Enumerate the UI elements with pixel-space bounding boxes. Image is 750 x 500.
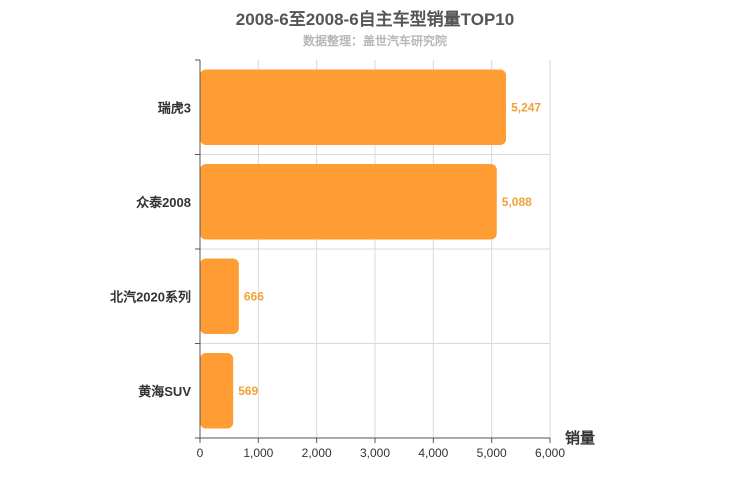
bar	[200, 352, 234, 429]
y-tick-label: 北汽2020系列	[110, 289, 191, 304]
x-axis-label: 销量	[565, 429, 595, 447]
y-tick-label: 黄海SUV	[138, 384, 191, 399]
x-tick-label: 0	[197, 446, 204, 460]
x-tick-label: 5,000	[477, 446, 507, 460]
y-tick-label: 众泰2008	[136, 195, 191, 210]
bar	[200, 163, 497, 240]
bars: 5,247 5,088 666 569	[200, 69, 541, 429]
data-label: 569	[238, 384, 258, 398]
data-label: 5,088	[502, 195, 532, 209]
x-tick-label: 4,000	[418, 446, 448, 460]
y-tick-label: 瑞虎3	[158, 100, 191, 115]
axes: 0 1,000 2,000 3,000 4,000 5,000 6,000 瑞虎3 众泰2008…	[110, 59, 565, 460]
x-tick-label: 2,000	[302, 446, 332, 460]
data-label: 666	[244, 289, 264, 303]
x-tick-label: 3,000	[360, 446, 390, 460]
data-label: 5,247	[511, 100, 541, 114]
x-tick-label: 1,000	[243, 446, 273, 460]
chart-title: 2008-6至2008-6自主车型销量TOP10	[235, 10, 515, 29]
x-tick-label: 6,000	[535, 446, 565, 460]
chart-subtitle: 数据整理：盖世汽车研究院	[302, 34, 447, 48]
bar	[200, 69, 507, 146]
bar	[200, 258, 239, 335]
